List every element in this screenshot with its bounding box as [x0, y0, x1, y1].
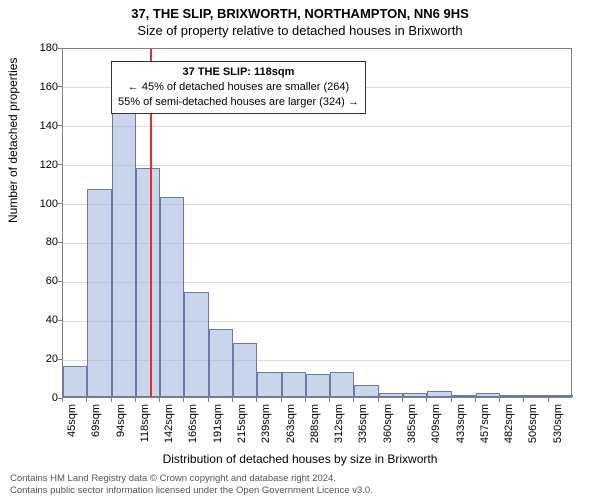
x-axis-label: Distribution of detached houses by size … [0, 452, 600, 466]
y-tick-label: 180 [28, 42, 58, 54]
x-tick-label: 45sqm [66, 404, 78, 437]
x-tick-label: 336sqm [357, 404, 369, 443]
y-tick-label: 0 [28, 392, 58, 404]
x-tick-mark [402, 398, 403, 402]
x-tick-mark [378, 398, 379, 402]
histogram-bar [524, 395, 548, 397]
histogram-bar [500, 395, 524, 397]
gridline [63, 165, 571, 166]
annotation-line-2: ← 45% of detached houses are smaller (26… [118, 80, 359, 95]
histogram-bar [427, 391, 451, 397]
y-tick-label: 140 [28, 120, 58, 132]
x-tick-label: 482sqm [503, 404, 515, 443]
x-tick-mark [281, 398, 282, 402]
page-title: 37, THE SLIP, BRIXWORTH, NORTHAMPTON, NN… [0, 6, 600, 21]
x-tick-mark [135, 398, 136, 402]
y-tick-label: 40 [28, 314, 58, 326]
x-tick-mark [159, 398, 160, 402]
x-tick-mark [329, 398, 330, 402]
y-tick-label: 120 [28, 159, 58, 171]
histogram-bar [209, 329, 233, 397]
x-tick-mark [183, 398, 184, 402]
histogram-bar [549, 395, 573, 397]
x-tick-label: 239sqm [260, 404, 272, 443]
x-tick-label: 94sqm [115, 404, 127, 437]
gridline [63, 126, 571, 127]
x-tick-label: 263sqm [285, 404, 297, 443]
footer-attribution: Contains HM Land Registry data © Crown c… [10, 473, 373, 496]
x-tick-label: 215sqm [236, 404, 248, 443]
histogram-bar [403, 393, 427, 397]
y-tick-label: 100 [28, 198, 58, 210]
x-tick-container: 45sqm 69sqm 94sqm 118sqm 142sqm 166sqm 191sqm 2… [62, 398, 572, 458]
histogram-bar [476, 393, 500, 397]
x-tick-mark [499, 398, 500, 402]
histogram-bar [112, 90, 136, 397]
histogram-bar [452, 395, 476, 397]
y-tick-label: 20 [28, 353, 58, 365]
y-tick-label: 80 [28, 236, 58, 248]
histogram-bar [257, 372, 281, 397]
annotation-line-3: 55% of semi-detached houses are larger (… [118, 95, 359, 110]
footer-line-2: Contains public sector information licen… [10, 485, 373, 496]
annotation-box: 37 THE SLIP: 118sqm ← 45% of detached ho… [111, 61, 366, 114]
y-tick-label: 60 [28, 275, 58, 287]
x-tick-label: 360sqm [382, 404, 394, 443]
x-tick-label: 506sqm [527, 404, 539, 443]
x-tick-label: 288sqm [309, 404, 321, 443]
histogram-bar [160, 197, 184, 397]
x-tick-label: 166sqm [187, 404, 199, 443]
x-tick-label: 118sqm [139, 404, 151, 442]
x-tick-label: 457sqm [479, 404, 491, 443]
page-subtitle: Size of property relative to detached ho… [0, 23, 600, 38]
y-tick-label: 160 [28, 81, 58, 93]
x-tick-mark [256, 398, 257, 402]
histogram-plot: 37 THE SLIP: 118sqm ← 45% of detached ho… [62, 48, 572, 398]
histogram-bar [354, 385, 378, 397]
x-tick-label: 530sqm [552, 404, 564, 443]
x-tick-mark [86, 398, 87, 402]
x-tick-label: 69sqm [90, 404, 102, 437]
histogram-bar [184, 292, 208, 397]
x-tick-label: 142sqm [163, 404, 175, 443]
x-tick-mark [523, 398, 524, 402]
x-tick-mark [305, 398, 306, 402]
x-tick-mark [353, 398, 354, 402]
x-tick-label: 385sqm [406, 404, 418, 443]
x-tick-label: 409sqm [430, 404, 442, 443]
x-tick-mark [111, 398, 112, 402]
x-tick-mark [62, 398, 63, 402]
x-tick-mark [232, 398, 233, 402]
annotation-line-1: 37 THE SLIP: 118sqm [118, 65, 359, 80]
y-tick-container: 020406080100120140160180 [0, 48, 62, 398]
x-tick-label: 433sqm [455, 404, 467, 443]
histogram-bar [379, 393, 403, 397]
x-tick-label: 191sqm [212, 404, 224, 443]
histogram-bar [136, 168, 160, 397]
x-tick-mark [548, 398, 549, 402]
histogram-bar [63, 366, 87, 397]
footer-line-1: Contains HM Land Registry data © Crown c… [10, 473, 373, 484]
x-tick-mark [208, 398, 209, 402]
histogram-bar [282, 372, 306, 397]
x-tick-label: 312sqm [333, 404, 345, 443]
histogram-bar [306, 374, 330, 397]
x-tick-mark [451, 398, 452, 402]
x-tick-mark [475, 398, 476, 402]
histogram-bar [330, 372, 354, 397]
histogram-bar [233, 343, 257, 397]
histogram-bar [87, 189, 111, 397]
x-tick-mark [426, 398, 427, 402]
